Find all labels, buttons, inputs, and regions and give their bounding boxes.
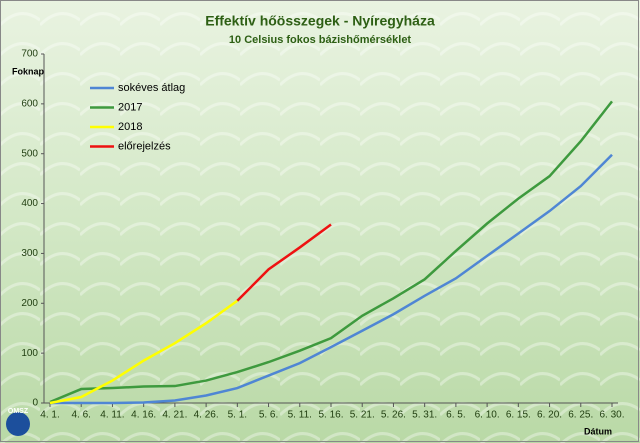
x-tick-label: 5. 6. — [259, 410, 278, 421]
y-tick-label: 0 — [32, 398, 38, 409]
x-tick-label: 6. 5. — [446, 410, 465, 421]
x-tick-label: 6. 30. — [599, 410, 624, 421]
x-tick-label: 5. 21. — [350, 410, 375, 421]
x-tick-label: 6. 20. — [537, 410, 562, 421]
y-tick-label: 100 — [21, 348, 38, 359]
legend-label: 2018 — [118, 121, 142, 133]
y-tick-label: 700 — [21, 49, 38, 60]
x-tick-label: 4. 11. — [100, 410, 124, 421]
x-tick-label: 6. 15. — [506, 410, 531, 421]
x-tick-label: 4. 6. — [71, 410, 90, 421]
legend-label: 2017 — [118, 101, 142, 113]
x-tick-label: 5. 11. — [288, 410, 312, 421]
y-tick-label: 400 — [21, 198, 38, 209]
logo — [6, 412, 30, 436]
series-line — [50, 153, 613, 405]
legend-label: előrejelzés — [118, 140, 171, 152]
y-tick-label: 200 — [21, 298, 38, 309]
chart-subtitle: 10 Celsius fokos bázishőmérséklet — [229, 34, 412, 46]
x-tick-label: 5. 1. — [228, 410, 247, 421]
series-line — [236, 223, 332, 302]
x-tick-label: 5. 26. — [381, 410, 406, 421]
logo-text: OMSZ — [8, 408, 29, 415]
x-tick-label: 4. 1. — [40, 410, 59, 421]
x-tick-label: 4. 16. — [131, 410, 156, 421]
legend-label: sokéves átlag — [118, 82, 185, 94]
y-tick-label: 300 — [21, 248, 38, 259]
x-tick-label: 6. 10. — [475, 410, 500, 421]
chart-title: Effektív hőösszegek - Nyíregyháza — [205, 13, 435, 29]
y-axis-label: Foknap — [12, 66, 45, 76]
x-tick-label: 4. 21. — [162, 410, 187, 421]
y-tick-label: 500 — [21, 148, 38, 159]
x-axis-label: Dátum — [584, 426, 612, 436]
series-line — [49, 299, 239, 405]
x-tick-label: 5. 31. — [412, 410, 437, 421]
x-tick-label: 6. 25. — [568, 410, 593, 421]
y-tick-label: 600 — [21, 98, 38, 109]
x-tick-label: 4. 26. — [194, 410, 219, 421]
series-line — [49, 100, 613, 404]
x-tick-label: 5. 16. — [318, 410, 343, 421]
